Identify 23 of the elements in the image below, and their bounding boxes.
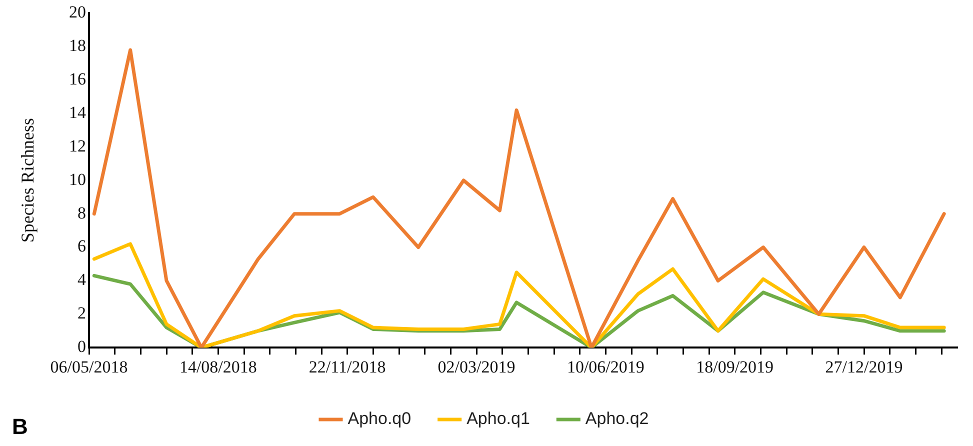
x-tick-label: 27/12/2019 <box>825 357 903 376</box>
y-tick-label: 4 <box>78 270 86 290</box>
y-axis-title: Species Richness <box>18 118 38 243</box>
y-tick-label: 10 <box>69 170 86 189</box>
x-tick-label: 10/06/2019 <box>566 357 644 376</box>
legend-label: Apho.q1 <box>466 409 530 428</box>
x-tick-label: 14/08/2018 <box>179 357 257 376</box>
y-tick-label: 16 <box>69 70 86 89</box>
y-tick-label: 18 <box>69 36 86 56</box>
x-tick-label: 06/05/2018 <box>50 357 128 376</box>
y-tick-label: 14 <box>69 102 86 122</box>
legend-label: Apho.q0 <box>348 409 412 428</box>
y-tick-label: 2 <box>78 304 86 323</box>
y-tick-label: 12 <box>69 136 86 156</box>
x-tick-label: 02/03/2019 <box>438 357 516 376</box>
x-tick-label: 18/09/2019 <box>696 357 774 376</box>
x-tick-label: 22/11/2018 <box>308 357 386 376</box>
y-tick-label: 0 <box>78 337 86 356</box>
y-tick-label: 20 <box>69 2 86 22</box>
text: B <box>12 414 28 439</box>
legend-label: Apho.q2 <box>585 409 649 428</box>
y-tick-label: 6 <box>78 236 86 256</box>
y-tick-label: 8 <box>78 203 86 222</box>
